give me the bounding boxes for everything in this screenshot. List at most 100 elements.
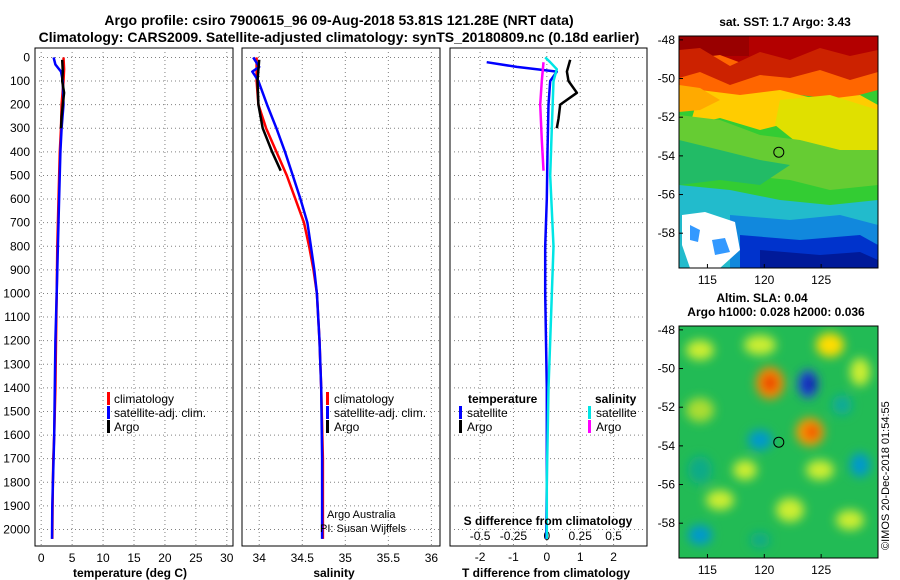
salinity-tick-labels: 34 34.5 35 35.5 36 xyxy=(253,551,439,565)
map-x-tick-label: 115 xyxy=(698,563,717,577)
legend-climatology-label: climatology xyxy=(334,392,394,406)
depth-tick-label: 900 xyxy=(10,263,30,277)
sst-map-frame xyxy=(678,35,879,269)
temperature-series-line xyxy=(50,57,65,539)
legend-satellite-adj-label: satellite-adj. clim. xyxy=(114,406,206,420)
credit-line2: PI: Susan Wijffels xyxy=(320,523,406,535)
difference-grid xyxy=(450,48,647,546)
difference-x-tick-label: 2 xyxy=(610,550,617,564)
legend-s-satellite-label: satellite xyxy=(596,406,637,420)
depth-tick-label: 600 xyxy=(10,192,30,206)
map-y-tick-label: -58 xyxy=(658,226,676,240)
salinity-legend: climatology satellite-adj. clim. Argo xyxy=(326,392,426,434)
depth-tick-label: 1900 xyxy=(3,499,30,513)
salinity-x-tick-label: 35.5 xyxy=(377,551,401,565)
temperature-x-tick-label: 10 xyxy=(96,551,110,565)
figure-title-line2: Climatology: CARS2009. Satellite-adjuste… xyxy=(39,29,640,45)
salinity-x-tick-label: 34.5 xyxy=(291,551,315,565)
depth-tick-label: 0 xyxy=(23,50,30,64)
legend-climatology-label: climatology xyxy=(114,392,174,406)
depth-tick-label: 1500 xyxy=(3,404,30,418)
depth-tick-label: 200 xyxy=(10,98,30,112)
depth-tick-label: 1400 xyxy=(3,381,30,395)
depth-tick-label: 1300 xyxy=(3,357,30,371)
temperature-x-tick-label: 15 xyxy=(127,551,141,565)
temperature-x-tick-label: 30 xyxy=(220,551,234,565)
map-y-tick-label: -52 xyxy=(658,110,676,124)
legend-t-argo-swatch xyxy=(459,420,462,433)
difference-series-line xyxy=(486,60,559,539)
map-y-tick-label: -48 xyxy=(658,33,676,47)
legend-climatology-swatch xyxy=(107,392,110,405)
salinity-series xyxy=(251,56,325,539)
depth-tick-label: 100 xyxy=(10,74,30,88)
temperature-tick-labels: 0 5 10 15 20 25 30 xyxy=(38,551,234,565)
difference-x-tick-label: 1 xyxy=(577,550,584,564)
difference-top-tick-label: 0.25 xyxy=(569,529,593,543)
salinity-x-tick-label: 36 xyxy=(425,551,439,565)
map-y-tick-label: -56 xyxy=(658,188,676,202)
depth-tick-label: 1700 xyxy=(3,452,30,466)
salinity-series-line xyxy=(256,59,282,172)
temperature-x-tick-label: 0 xyxy=(38,551,45,565)
argo-position-marker xyxy=(773,146,785,158)
depth-tick-label: 300 xyxy=(10,121,30,135)
sla-map-ticks: 115 120 125 -48 -50 -52 -54 -56 -58 xyxy=(658,323,832,577)
depth-tick-label: 500 xyxy=(10,168,30,182)
salinity-grid xyxy=(242,48,440,546)
map-y-tick-label: -48 xyxy=(658,323,676,337)
temperature-series xyxy=(50,57,66,539)
legend-argo-label: Argo xyxy=(114,420,140,434)
legend-s-argo-label: Argo xyxy=(596,420,622,434)
imos-watermark: ©IMOS 20-Dec-2018 01:54:55 xyxy=(880,401,892,550)
temperature-series-line xyxy=(59,59,66,129)
sst-map-ticks: 115 120 125 -48 -50 -52 -54 -56 -58 xyxy=(658,33,832,287)
map-x-tick-label: 125 xyxy=(811,273,831,287)
sla-map-image xyxy=(679,326,878,558)
map-x-tick-label: 120 xyxy=(754,563,774,577)
depth-tick-label: 1000 xyxy=(3,286,30,300)
depth-tick-labels: 0 100 200 300 400 500 600 700 800 900 1000 1100 1200… xyxy=(3,50,30,536)
credit-line1: Argo Australia xyxy=(327,509,396,521)
map-y-tick-label: -50 xyxy=(658,362,676,376)
depth-tick-label: 1800 xyxy=(3,475,30,489)
difference-top-tick-label: -0.25 xyxy=(500,529,528,543)
legend-salinity-title: salinity xyxy=(595,392,637,406)
map-y-tick-label: -58 xyxy=(658,516,676,530)
difference-x-tick-label: -2 xyxy=(475,550,486,564)
legend-satellite-adj-label: satellite-adj. clim. xyxy=(334,406,426,420)
map-y-tick-label: -54 xyxy=(658,149,676,163)
map-x-tick-label: 120 xyxy=(754,273,774,287)
temperature-grid xyxy=(35,48,233,546)
sla-map-title-line2: Argo h1000: 0.028 h2000: 0.036 xyxy=(687,305,865,319)
map-y-tick-label: -54 xyxy=(658,439,676,453)
depth-tick-label: 2000 xyxy=(3,522,30,536)
legend-temperature-title: temperature xyxy=(468,392,538,406)
map-x-tick-label: 115 xyxy=(698,273,717,287)
difference-series xyxy=(486,56,579,539)
difference-series-line xyxy=(555,59,579,129)
difference-legend: temperature satellite Argo salinity sate… xyxy=(459,392,637,434)
salinity-x-tick-label: 34 xyxy=(253,551,267,565)
legend-s-argo-swatch xyxy=(588,420,591,433)
difference-x-tick-label: 0 xyxy=(543,550,550,564)
legend-climatology-swatch xyxy=(326,392,329,405)
difference-top-tick-label: -0.5 xyxy=(470,529,491,543)
difference-plot-frame xyxy=(449,47,648,547)
legend-argo-swatch xyxy=(326,420,329,433)
legend-argo-label: Argo xyxy=(334,420,360,434)
depth-tick-label: 700 xyxy=(10,216,30,230)
map-y-tick-label: -50 xyxy=(658,72,676,86)
depth-tick-label: 1100 xyxy=(4,310,30,324)
temperature-x-axis-label: temperature (deg C) xyxy=(73,566,187,580)
legend-t-satellite-label: satellite xyxy=(467,406,508,420)
difference-series-line xyxy=(544,56,559,539)
legend-satellite-adj-swatch xyxy=(326,406,329,419)
temperature-legend: climatology satellite-adj. clim. Argo xyxy=(107,392,206,434)
difference-x-tick-label: -1 xyxy=(508,550,519,564)
argo-position-marker xyxy=(773,436,785,448)
depth-tick-label: 1200 xyxy=(3,334,30,348)
figure-title-line1: Argo profile: csiro 7900615_96 09-Aug-20… xyxy=(104,12,573,28)
depth-tick-label: 800 xyxy=(10,239,30,253)
